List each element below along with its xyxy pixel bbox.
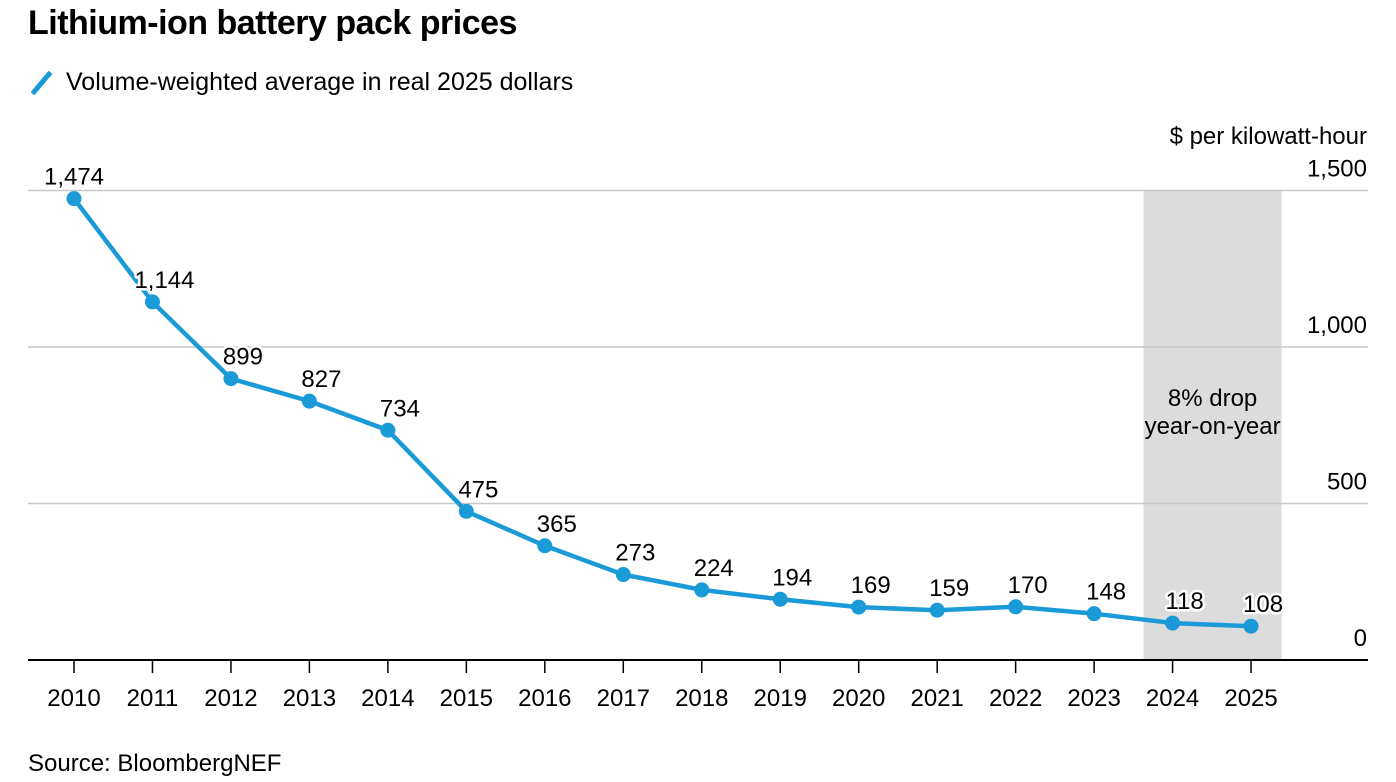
data-point <box>66 191 82 207</box>
y-tick-label: 500 <box>1327 469 1367 496</box>
data-point <box>537 538 553 554</box>
data-point <box>851 599 867 615</box>
data-label: 899 <box>223 344 263 371</box>
data-point <box>929 602 945 618</box>
x-tick-label: 2014 <box>361 685 414 712</box>
data-label: 475 <box>458 476 498 503</box>
x-tick-label: 2022 <box>989 685 1042 712</box>
source-note: Source: BloombergNEF <box>28 750 282 777</box>
data-label: 827 <box>301 366 341 393</box>
data-point <box>694 582 710 598</box>
data-point <box>615 567 631 583</box>
highlight-band <box>1143 190 1282 660</box>
data-point <box>772 591 788 607</box>
data-label: 365 <box>537 511 577 538</box>
data-point <box>1165 615 1181 631</box>
x-tick-label: 2017 <box>597 685 650 712</box>
x-tick-label: 2016 <box>518 685 571 712</box>
y-tick-label: 1,000 <box>1307 312 1367 339</box>
data-point <box>301 393 317 409</box>
data-point <box>144 294 160 310</box>
y-tick-label: 0 <box>1354 625 1367 652</box>
data-label: 159 <box>929 575 969 602</box>
data-point <box>380 422 396 438</box>
highlight-annotation: 8% drop <box>1168 385 1257 412</box>
legend: Volume-weighted average in real 2025 dol… <box>28 68 573 97</box>
series-line <box>71 196 1254 629</box>
data-label: 224 <box>694 555 734 582</box>
y-axis-title: $ per kilowatt-hour <box>1170 123 1367 150</box>
x-tick-label: 2021 <box>910 685 963 712</box>
legend-label: Volume-weighted average in real 2025 dol… <box>66 68 574 96</box>
data-label: 194 <box>772 564 812 591</box>
data-label: 273 <box>615 540 655 567</box>
x-tick-label: 2019 <box>754 685 807 712</box>
y-tick-label: 1,500 <box>1307 156 1367 183</box>
x-tick-label: 2015 <box>440 685 493 712</box>
data-label: 734 <box>380 395 420 422</box>
x-tick-label: 2018 <box>675 685 728 712</box>
data-label: 170 <box>1008 572 1048 599</box>
x-tick-label: 2010 <box>47 685 100 712</box>
data-point <box>458 503 474 519</box>
data-label: 118 <box>1165 588 1203 615</box>
data-label: 169 <box>851 572 891 599</box>
x-tick-label: 2024 <box>1146 685 1199 712</box>
x-tick-label: 2011 <box>127 685 179 712</box>
x-tick-label: 2012 <box>204 685 257 712</box>
data-label: 108 <box>1243 591 1283 618</box>
data-point <box>1086 606 1102 622</box>
x-tick-label: 2023 <box>1067 685 1120 712</box>
x-tick-label: 2020 <box>832 685 885 712</box>
data-label: 1,474 <box>44 164 104 191</box>
x-tick-label: 2013 <box>283 685 336 712</box>
data-label: 1,144 <box>134 267 194 294</box>
data-point <box>1008 599 1024 615</box>
data-point <box>1243 618 1259 634</box>
highlight-annotation: year-on-year <box>1145 413 1281 440</box>
chart-title: Lithium-ion battery pack prices <box>28 4 517 42</box>
x-tick-label: 2025 <box>1224 685 1277 712</box>
data-label: 148 <box>1086 579 1126 606</box>
data-point <box>223 371 239 387</box>
